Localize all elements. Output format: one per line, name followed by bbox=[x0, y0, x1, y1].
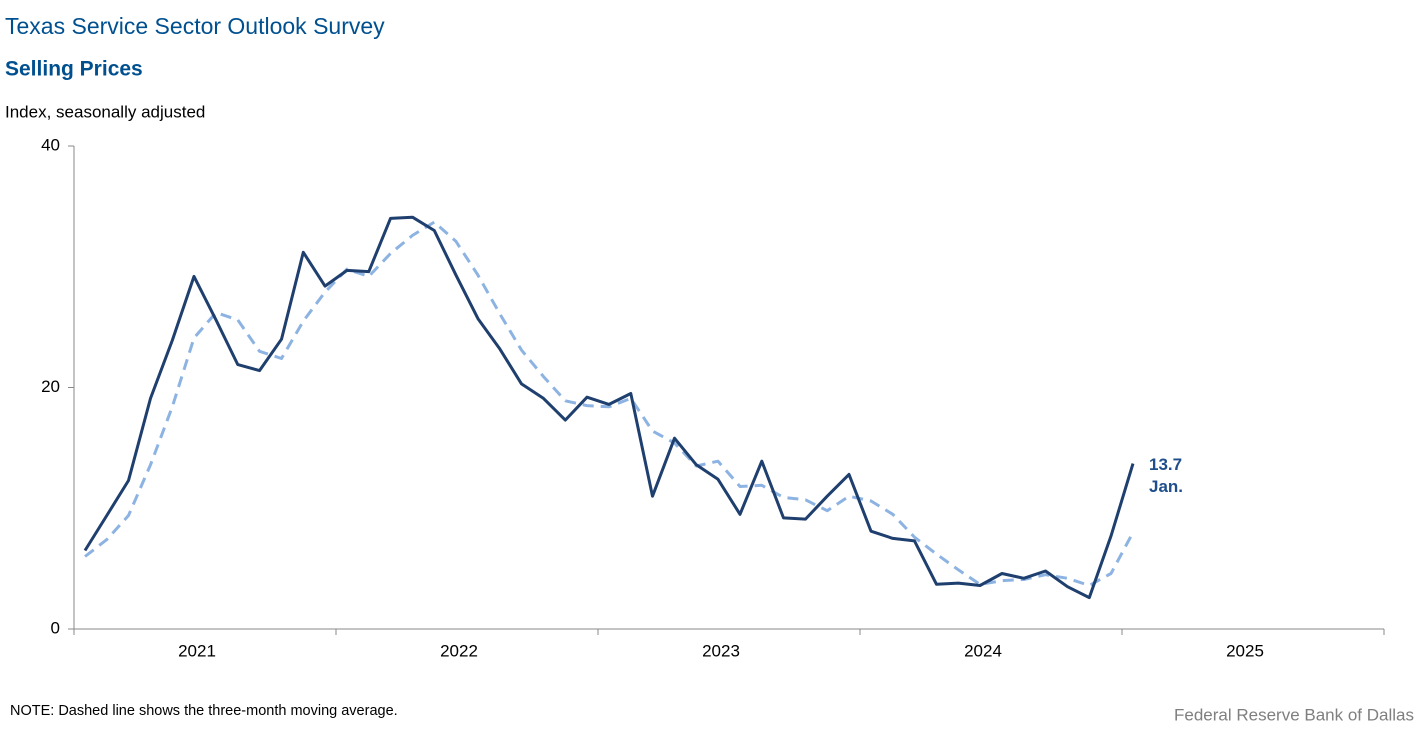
y-axis-label: Index, seasonally adjusted bbox=[5, 102, 205, 121]
note: NOTE: Dashed line shows the three-month … bbox=[10, 703, 398, 719]
moving-average-line bbox=[84, 220, 1135, 587]
chart-header: Texas Service Sector Outlook Survey bbox=[5, 13, 385, 39]
chart-title: Selling Prices bbox=[5, 58, 143, 81]
y-tick-label: 0 bbox=[51, 618, 60, 637]
last-value-label: 13.7 bbox=[1149, 455, 1182, 474]
x-tick-label: 2022 bbox=[440, 641, 478, 660]
x-tick-label: 2021 bbox=[178, 641, 216, 660]
index-line bbox=[83, 215, 1135, 600]
x-tick-label: 2025 bbox=[1226, 641, 1264, 660]
annotation: Jan. bbox=[1149, 477, 1183, 496]
source: Federal Reserve Bank of Dallas bbox=[1174, 705, 1414, 724]
y-tick-label: 40 bbox=[41, 135, 60, 154]
x-tick-label: 2024 bbox=[964, 641, 1002, 660]
y-tick-label: 20 bbox=[41, 377, 60, 396]
x-tick-label: 2023 bbox=[702, 641, 740, 660]
